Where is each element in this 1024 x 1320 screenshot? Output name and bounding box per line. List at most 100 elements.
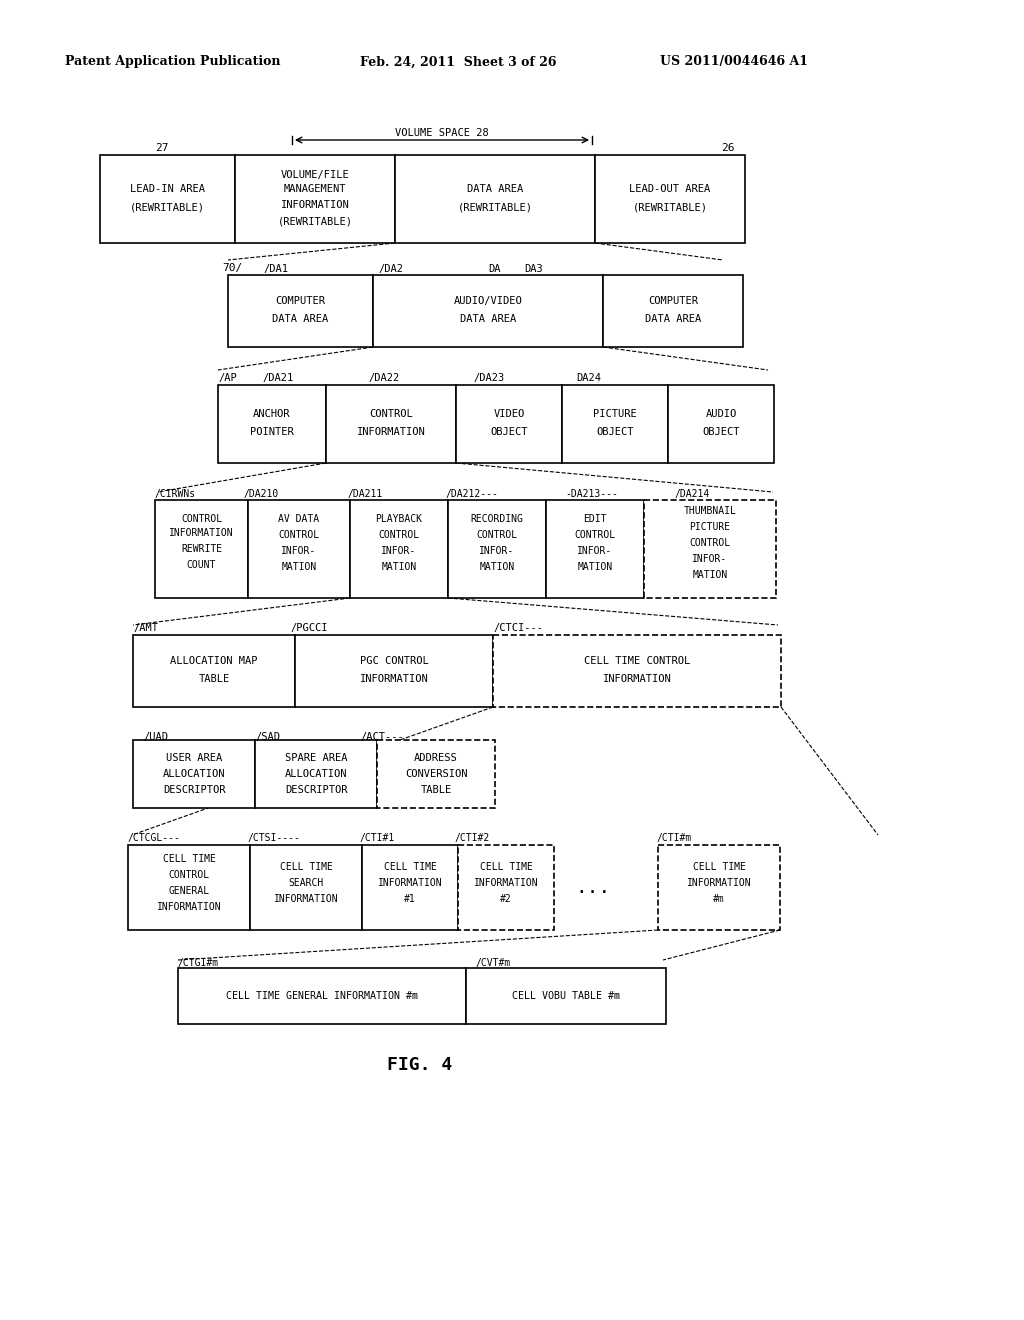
Text: INFORMATION: INFORMATION bbox=[359, 675, 428, 684]
Text: CONTROL: CONTROL bbox=[574, 531, 615, 540]
Text: CELL TIME: CELL TIME bbox=[479, 862, 532, 873]
Text: #2: #2 bbox=[500, 895, 512, 904]
Text: DATA AREA: DATA AREA bbox=[645, 314, 701, 323]
Text: /SAD: /SAD bbox=[255, 733, 280, 742]
Bar bbox=[248, 500, 350, 598]
Text: INFORMATION: INFORMATION bbox=[356, 426, 425, 437]
Text: ALLOCATION: ALLOCATION bbox=[163, 770, 225, 779]
Bar bbox=[546, 500, 644, 598]
Text: INFORMATION: INFORMATION bbox=[281, 201, 349, 210]
Text: VOLUME/FILE: VOLUME/FILE bbox=[281, 170, 349, 180]
Text: OBJECT: OBJECT bbox=[596, 426, 634, 437]
Text: CONVERSION: CONVERSION bbox=[404, 770, 467, 779]
Bar bbox=[466, 968, 666, 1024]
Bar bbox=[128, 845, 250, 931]
Text: DATA AREA: DATA AREA bbox=[460, 314, 516, 323]
Text: LEAD-IN AREA: LEAD-IN AREA bbox=[130, 183, 205, 194]
Text: ALLOCATION MAP: ALLOCATION MAP bbox=[170, 656, 258, 667]
Text: /AMT: /AMT bbox=[133, 623, 158, 634]
Text: MATION: MATION bbox=[479, 562, 515, 572]
Text: 27: 27 bbox=[155, 143, 169, 153]
Text: -DA213---: -DA213--- bbox=[565, 488, 617, 499]
Text: REWRITE: REWRITE bbox=[181, 544, 222, 554]
Text: TABLE: TABLE bbox=[199, 675, 229, 684]
Text: FIG. 4: FIG. 4 bbox=[387, 1056, 453, 1074]
Bar bbox=[377, 741, 495, 808]
Text: INFORMATION: INFORMATION bbox=[157, 903, 221, 912]
Text: INFORMATION: INFORMATION bbox=[603, 675, 672, 684]
Text: /DA21: /DA21 bbox=[262, 374, 293, 383]
Text: /DA1: /DA1 bbox=[263, 264, 288, 275]
Text: DA24: DA24 bbox=[575, 374, 601, 383]
Text: /CTI#1: /CTI#1 bbox=[360, 833, 395, 843]
Text: INFORMATION: INFORMATION bbox=[169, 528, 233, 539]
Text: COUNT: COUNT bbox=[186, 560, 216, 570]
Bar bbox=[218, 385, 326, 463]
Text: (REWRITABLE): (REWRITABLE) bbox=[130, 202, 205, 213]
Text: CELL TIME CONTROL: CELL TIME CONTROL bbox=[584, 656, 690, 667]
Text: CONTROL: CONTROL bbox=[168, 870, 210, 880]
Text: SPARE AREA: SPARE AREA bbox=[285, 752, 347, 763]
Text: /DA23: /DA23 bbox=[473, 374, 504, 383]
Text: /AP: /AP bbox=[218, 374, 237, 383]
Text: THUMBNAIL: THUMBNAIL bbox=[684, 506, 736, 516]
Bar bbox=[250, 845, 362, 931]
Text: ANCHOR: ANCHOR bbox=[253, 409, 291, 418]
Bar bbox=[595, 154, 745, 243]
Text: RECORDING: RECORDING bbox=[471, 513, 523, 524]
Text: /DA211: /DA211 bbox=[348, 488, 383, 499]
Text: /DA214: /DA214 bbox=[675, 488, 711, 499]
Text: ...: ... bbox=[575, 878, 610, 898]
Bar bbox=[133, 741, 255, 808]
Text: INFORMATION: INFORMATION bbox=[378, 879, 442, 888]
Text: POINTER: POINTER bbox=[250, 426, 294, 437]
Text: /DA2: /DA2 bbox=[378, 264, 403, 275]
Text: INFORMATION: INFORMATION bbox=[273, 895, 338, 904]
Bar bbox=[234, 154, 395, 243]
Text: /CTI#m: /CTI#m bbox=[657, 833, 692, 843]
Bar bbox=[228, 275, 373, 347]
Text: Patent Application Publication: Patent Application Publication bbox=[65, 55, 281, 69]
Text: (REWRITABLE): (REWRITABLE) bbox=[278, 216, 352, 226]
Text: MATION: MATION bbox=[282, 562, 316, 572]
Text: INFOR-: INFOR- bbox=[282, 546, 316, 556]
Text: OBJECT: OBJECT bbox=[490, 426, 527, 437]
Text: VOLUME SPACE 28: VOLUME SPACE 28 bbox=[395, 128, 488, 139]
Text: CONTROL: CONTROL bbox=[689, 539, 730, 548]
Text: INFORMATION: INFORMATION bbox=[474, 879, 539, 888]
Text: PGC CONTROL: PGC CONTROL bbox=[359, 656, 428, 667]
Text: /CTCGL---: /CTCGL--- bbox=[128, 833, 181, 843]
Bar bbox=[562, 385, 668, 463]
Bar bbox=[178, 968, 466, 1024]
Text: CONTROL: CONTROL bbox=[181, 513, 222, 524]
Text: INFOR-: INFOR- bbox=[479, 546, 515, 556]
Text: SEARCH: SEARCH bbox=[289, 879, 324, 888]
Text: CELL TIME: CELL TIME bbox=[384, 862, 436, 873]
Text: MATION: MATION bbox=[381, 562, 417, 572]
Text: /CTCI---: /CTCI--- bbox=[493, 623, 543, 634]
Text: MATION: MATION bbox=[578, 562, 612, 572]
Text: /CTSI----: /CTSI---- bbox=[248, 833, 301, 843]
Text: /DA22: /DA22 bbox=[368, 374, 399, 383]
Text: DA3: DA3 bbox=[524, 264, 543, 275]
Text: DATA AREA: DATA AREA bbox=[467, 183, 523, 194]
Text: INFORMATION: INFORMATION bbox=[687, 879, 752, 888]
Bar bbox=[133, 635, 295, 708]
Text: LEAD-OUT AREA: LEAD-OUT AREA bbox=[630, 183, 711, 194]
Text: TABLE: TABLE bbox=[421, 785, 452, 795]
Bar bbox=[295, 635, 493, 708]
Bar bbox=[362, 845, 458, 931]
Text: CELL TIME GENERAL INFORMATION #m: CELL TIME GENERAL INFORMATION #m bbox=[226, 991, 418, 1001]
Text: (REWRITABLE): (REWRITABLE) bbox=[458, 202, 532, 213]
Bar bbox=[456, 385, 562, 463]
Text: VIDEO: VIDEO bbox=[494, 409, 524, 418]
Text: 70/: 70/ bbox=[222, 263, 243, 273]
Bar bbox=[100, 154, 234, 243]
Text: /CIRWNs: /CIRWNs bbox=[155, 488, 197, 499]
Bar bbox=[255, 741, 377, 808]
Text: /UAD: /UAD bbox=[143, 733, 168, 742]
Text: DATA AREA: DATA AREA bbox=[272, 314, 329, 323]
Text: INFOR-: INFOR- bbox=[692, 554, 728, 564]
Bar bbox=[395, 154, 595, 243]
Text: CELL VOBU TABLE #m: CELL VOBU TABLE #m bbox=[512, 991, 620, 1001]
